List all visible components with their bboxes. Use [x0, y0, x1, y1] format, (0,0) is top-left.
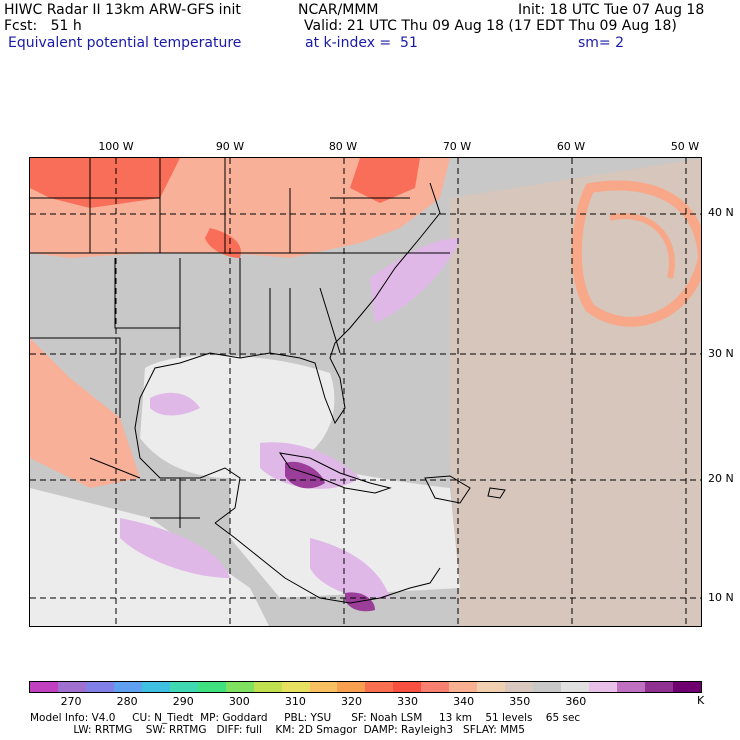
lon-label-80w: 80 W	[328, 140, 358, 153]
lon-label-100w: 100 W	[98, 140, 134, 153]
colorbar-label: 280	[116, 695, 138, 708]
theta-e-field	[30, 158, 701, 626]
colorbar-label: 320	[340, 695, 362, 708]
colorbar-swatch	[505, 682, 534, 692]
colorbar-swatch	[533, 682, 562, 692]
colorbar-swatch	[197, 682, 226, 692]
lon-label-50w: 50 W	[670, 140, 700, 153]
colorbar-swatch	[30, 682, 58, 692]
colorbar-label: 270	[60, 695, 82, 708]
colorbar-label: 300	[228, 695, 250, 708]
model-info-line2: LW: RRTMG SW: RRTMG DIFF: full KM: 2D Sm…	[30, 724, 525, 736]
lon-label-90w: 90 W	[215, 140, 245, 153]
smoothing-info: sm= 2	[578, 35, 625, 51]
forecast-hour: Fcst: 51 h	[4, 18, 82, 34]
colorbar-swatch	[393, 682, 422, 692]
colorbar-label: 350	[509, 695, 531, 708]
lat-label-30n: 30 N	[708, 347, 734, 360]
colorbar-swatch	[57, 682, 86, 692]
colorbar-swatch	[85, 682, 114, 692]
institution: NCAR/MMM	[298, 2, 379, 18]
colorbar-swatch	[477, 682, 506, 692]
colorbar-unit: K	[697, 694, 705, 707]
colorbar-swatch	[561, 682, 590, 692]
colorbar-label: 360	[565, 695, 587, 708]
colorbar-label: 340	[453, 695, 475, 708]
colorbar-swatch	[644, 682, 673, 692]
lat-label-40n: 40 N	[708, 206, 734, 219]
valid-time: Valid: 21 UTC Thu 09 Aug 18 (17 EDT Thu …	[304, 18, 677, 34]
colorbar-swatch	[617, 682, 645, 692]
lon-label-60w: 60 W	[556, 140, 586, 153]
lat-label-10n: 10 N	[708, 591, 734, 604]
colorbar-swatch	[169, 682, 198, 692]
level-info: at k-index = 51	[305, 35, 418, 51]
colorbar-swatch	[589, 682, 618, 692]
colorbar-swatch	[337, 682, 366, 692]
colorbar-swatch	[365, 682, 394, 692]
field-name: Equivalent potential temperature	[8, 35, 242, 51]
init-time: Init: 18 UTC Tue 07 Aug 18	[518, 2, 705, 18]
colorbar-label: 310	[284, 695, 306, 708]
colorbar-swatch	[281, 682, 310, 692]
lat-label-20n: 20 N	[708, 472, 734, 485]
colorbar-swatch	[253, 682, 282, 692]
colorbar-swatch	[672, 682, 701, 692]
model-info-line1: Model Info: V4.0 CU: N_Tiedt MP: Goddard…	[30, 712, 581, 724]
colorbar-swatch	[309, 682, 338, 692]
colorbar-swatch	[421, 682, 450, 692]
colorbar-label: 290	[172, 695, 194, 708]
lon-label-70w: 70 W	[442, 140, 472, 153]
colorbar-swatch	[225, 682, 254, 692]
colorbar-swatch	[113, 682, 142, 692]
colorbar-swatch	[449, 682, 478, 692]
map-panel[interactable]	[29, 157, 702, 627]
colorbar-label: 330	[397, 695, 419, 708]
colorbar	[29, 681, 702, 693]
model-title: HIWC Radar II 13km ARW-GFS init	[4, 2, 241, 18]
colorbar-swatch	[141, 682, 170, 692]
